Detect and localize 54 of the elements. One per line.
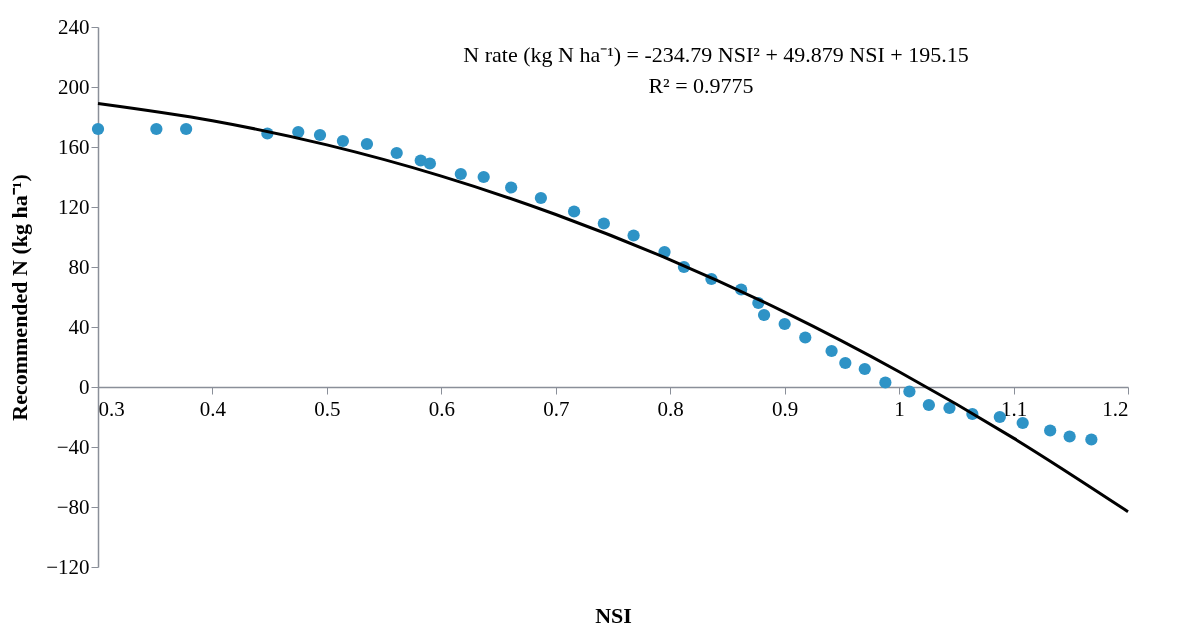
point	[477, 170, 490, 184]
annotation: R² = 0.9775	[648, 73, 754, 98]
point	[1085, 433, 1098, 446]
x-tick-label: 0.6	[428, 396, 455, 421]
y-tick-label: −120	[46, 554, 90, 579]
point	[943, 401, 956, 415]
point	[922, 398, 935, 412]
y-tick-label: −80	[56, 494, 90, 519]
y-tick-label: 120	[58, 194, 90, 219]
point	[778, 317, 791, 331]
x-tick-label: 0.8	[657, 396, 684, 421]
point	[292, 125, 305, 139]
point	[534, 191, 548, 205]
x-tick-label: 1.1	[1000, 396, 1028, 421]
point	[1016, 416, 1029, 430]
y-tick-label: 80	[68, 254, 90, 279]
point	[839, 356, 852, 370]
point	[91, 122, 105, 136]
y-tick-label: 40	[68, 314, 90, 339]
point	[903, 385, 916, 398]
point	[336, 134, 350, 148]
y-tick-label: −40	[56, 434, 90, 459]
point	[505, 181, 518, 194]
point	[313, 128, 327, 142]
x-tick-label: 0.3	[98, 396, 125, 421]
point	[799, 331, 812, 344]
x-tick-label: 0.9	[772, 396, 799, 421]
point	[423, 157, 437, 170]
point	[627, 229, 640, 242]
point	[454, 167, 467, 181]
x-tick-label: 1	[894, 396, 905, 421]
y-tick-label: 0	[79, 374, 90, 399]
y-tick-label: 160	[58, 134, 90, 159]
point	[757, 308, 771, 322]
point	[150, 122, 163, 136]
point	[360, 137, 374, 151]
annotation: N rate (kg N ha⁻¹) = -234.79 NSI² + 49.879 NSI + 195.15	[463, 42, 969, 67]
point	[1044, 424, 1057, 437]
point	[390, 146, 403, 160]
point	[180, 122, 193, 136]
point	[1063, 430, 1076, 443]
point	[879, 376, 892, 389]
x-tick-label: 0.5	[314, 396, 341, 421]
x-axis-title: NSI	[595, 602, 632, 623]
y-axis-title: Recommended N (kg ha⁻¹)	[7, 174, 33, 421]
x-tick-label: 0.7	[543, 396, 570, 421]
point	[597, 217, 610, 230]
x-tick-label: 1.2	[1102, 396, 1129, 421]
point	[825, 344, 838, 358]
y-tick-label: 200	[58, 74, 90, 99]
x-tick-label: 0.4	[199, 396, 227, 421]
point	[567, 205, 581, 218]
y-tick-label: 240	[58, 14, 90, 39]
point	[858, 362, 871, 376]
